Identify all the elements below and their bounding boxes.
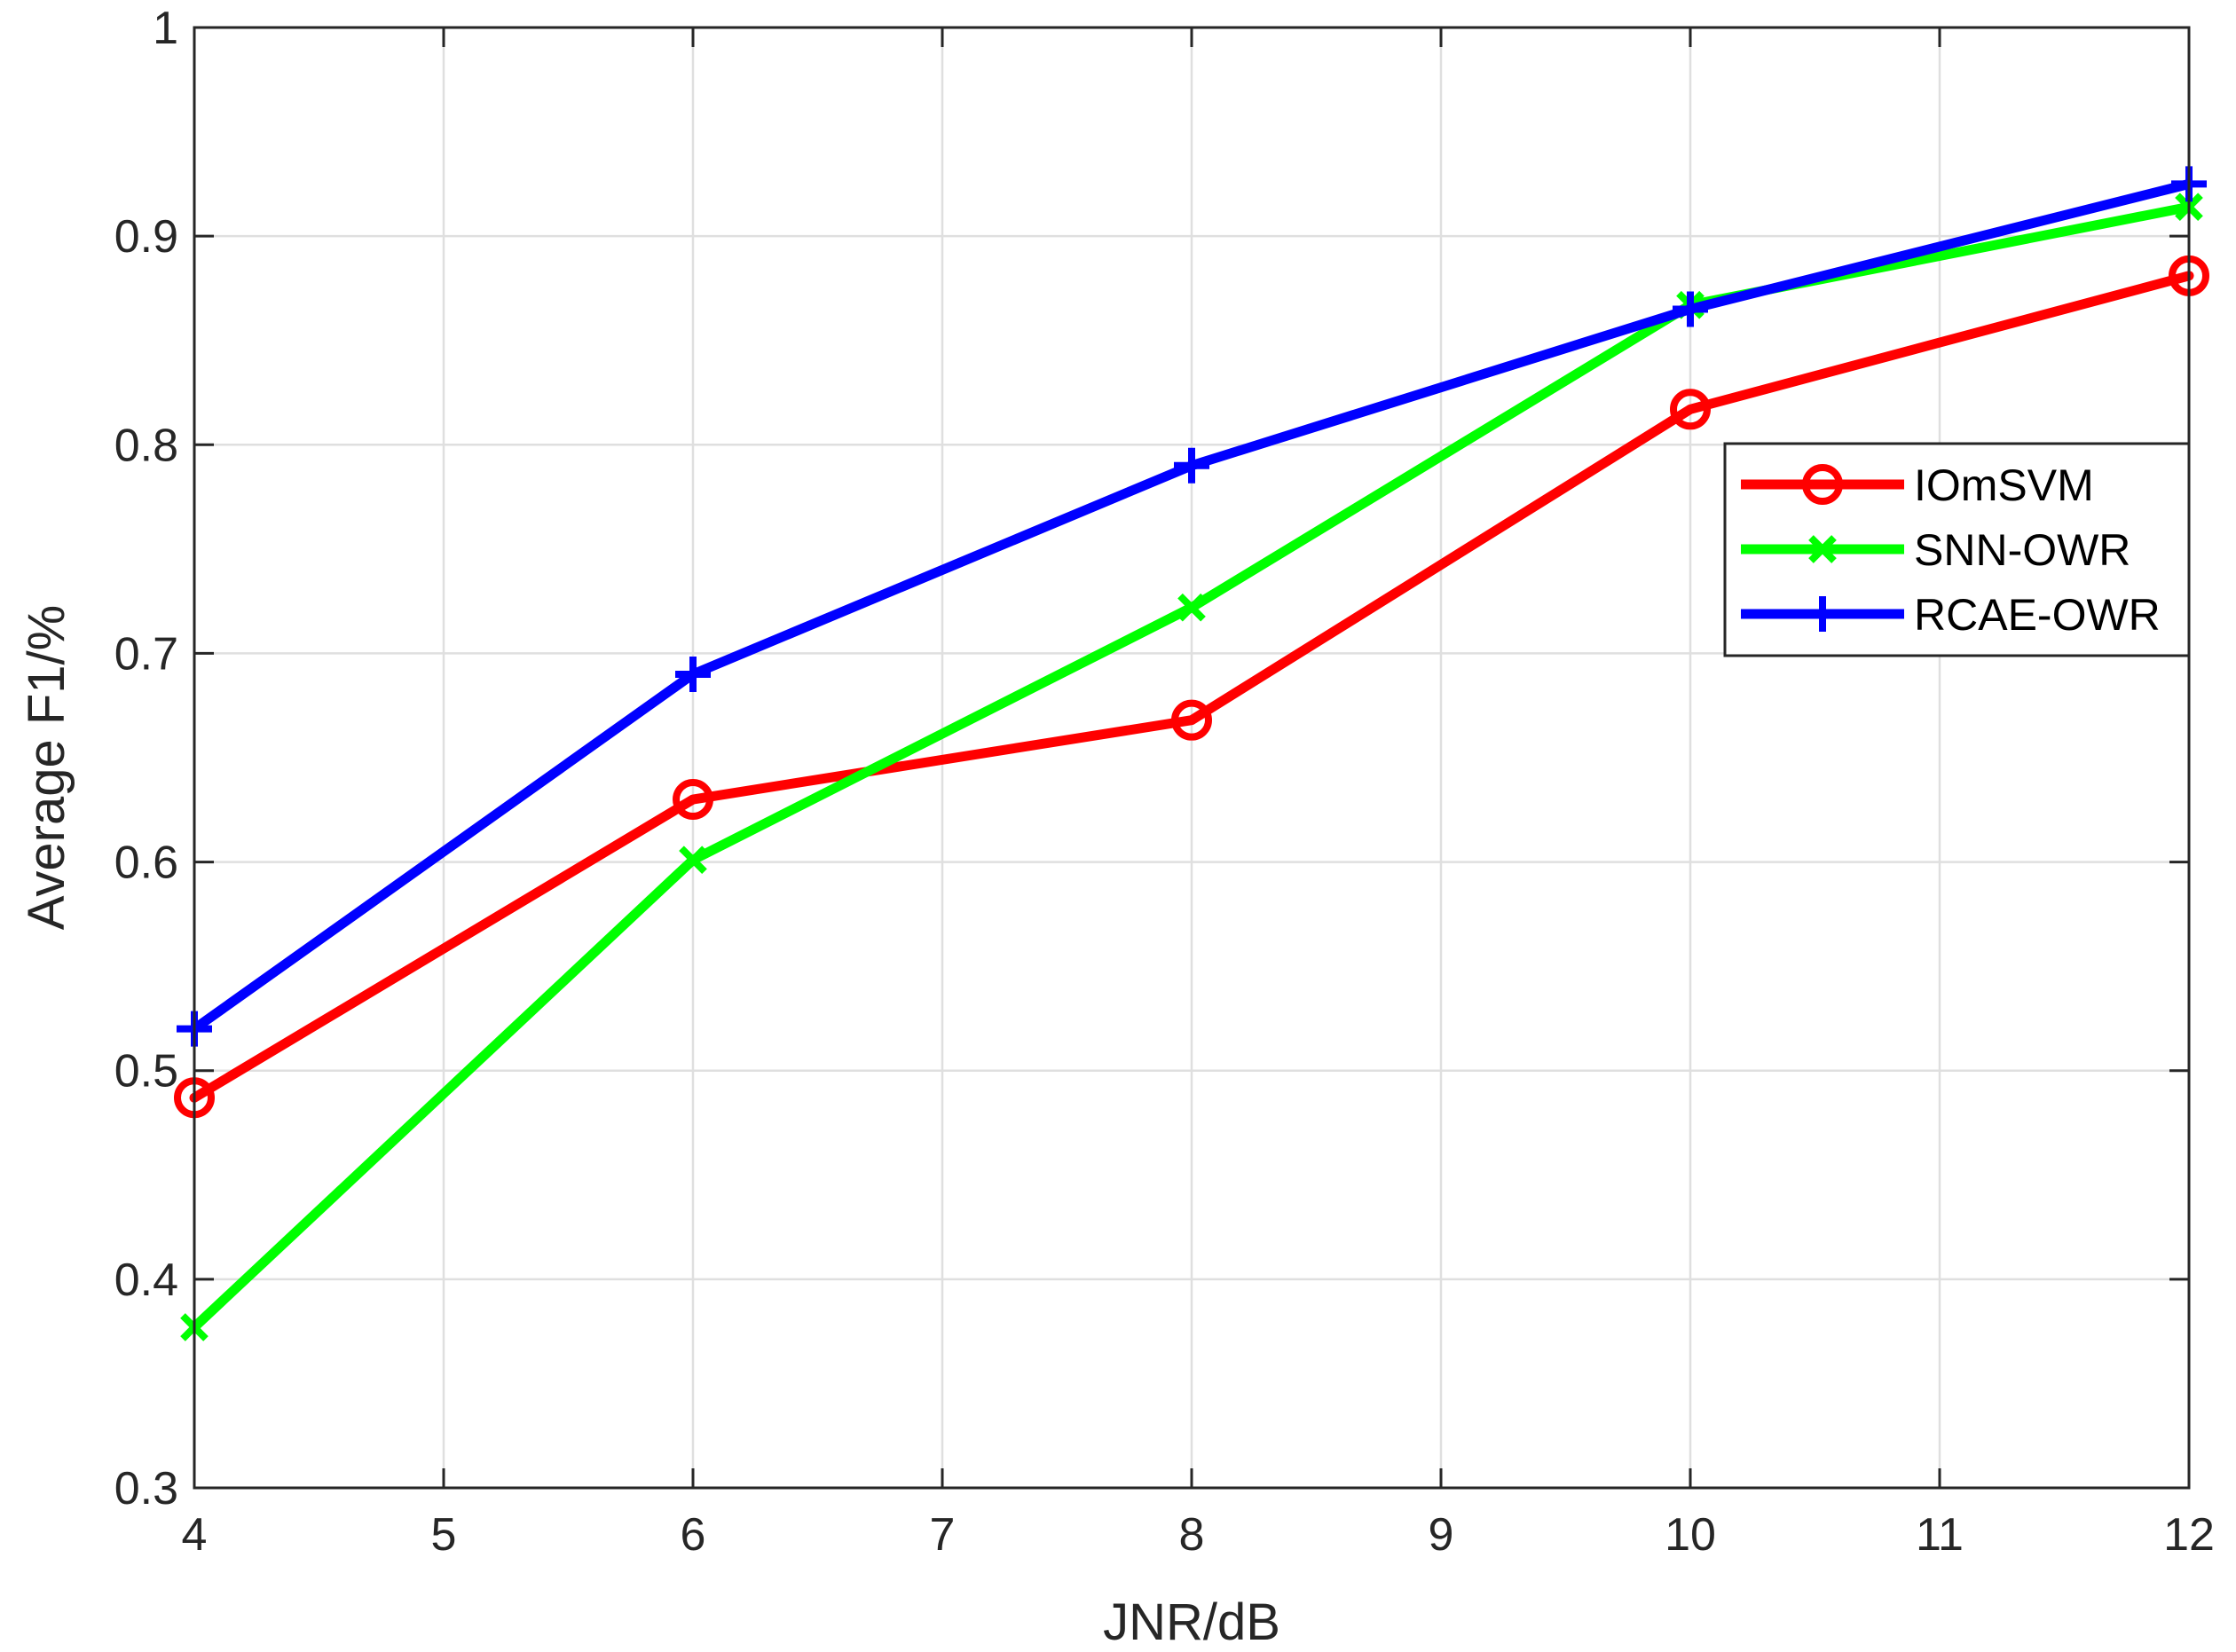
y-tick-label: 0.3	[114, 1463, 178, 1514]
data-point-rcae-owr	[1174, 447, 1209, 484]
data-point-snn-owr	[1177, 593, 1206, 622]
data-point-snn-owr	[679, 846, 707, 875]
legend-marker-iomsvm	[1802, 464, 1843, 505]
x-tick-label: 8	[1179, 1509, 1205, 1561]
y-tick-label: 1	[153, 3, 178, 54]
x-axis-title: JNR/dB	[1103, 1593, 1280, 1651]
legend: IOmSVM SNN-OWR RCAE-OWR	[1723, 442, 2191, 657]
series-lines	[174, 166, 2209, 1341]
data-point-rcae-owr	[1673, 291, 1708, 327]
x-tick-label: 6	[681, 1509, 706, 1561]
legend-label-snn-owr: SNN-OWR	[1914, 525, 2130, 575]
y-tick-label: 0.6	[114, 838, 178, 889]
y-tick-label: 0.5	[114, 1046, 178, 1097]
legend-marker-rcae-owr	[1805, 596, 1840, 632]
y-axis-title: Average F1/%	[18, 605, 75, 930]
x-tick-label: 10	[1665, 1509, 1716, 1561]
y-tick-label: 0.8	[114, 420, 178, 471]
legend-label-iomsvm: IOmSVM	[1914, 460, 2094, 510]
data-point-iomsvm	[1670, 389, 1711, 430]
x-tick-label: 12	[2163, 1509, 2215, 1561]
x-tick-label: 7	[930, 1509, 956, 1561]
axis-ticks: 4 5 6 7 8 9 10 11 12 0.3 0.4 0.5 0.6 0.7 0.8 0.9 1	[114, 3, 2215, 1561]
x-tick-label: 4	[182, 1509, 208, 1561]
y-tick-label: 0.9	[114, 211, 178, 263]
data-point-iomsvm	[673, 779, 713, 821]
y-tick-label: 0.7	[114, 628, 178, 680]
data-point-iomsvm	[1171, 699, 1212, 741]
data-point-rcae-owr	[675, 656, 711, 692]
x-tick-label: 5	[431, 1509, 457, 1561]
x-tick-label: 11	[1916, 1509, 1964, 1561]
x-tick-label: 9	[1429, 1509, 1454, 1561]
y-tick-label: 0.4	[114, 1255, 178, 1306]
legend-marker-snn-owr	[1808, 535, 1837, 563]
series-line-iomsvm	[189, 271, 2194, 1103]
grid-lines	[194, 28, 2189, 1488]
legend-label-rcae-owr: RCAE-OWR	[1914, 590, 2161, 640]
